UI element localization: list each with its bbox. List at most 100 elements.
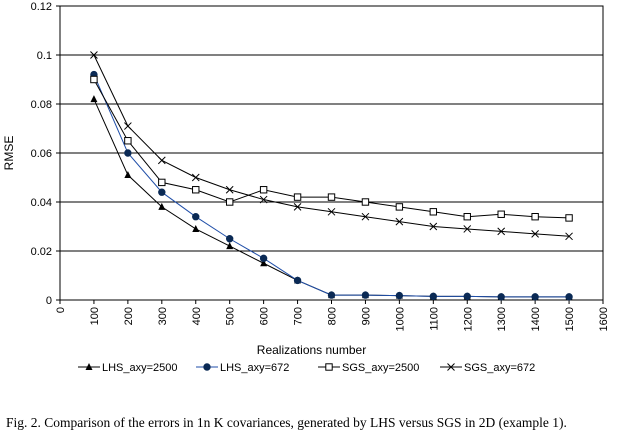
- data-point: [361, 212, 370, 221]
- data-point: [531, 213, 539, 221]
- legend-item: LHS_axy=2500: [78, 362, 178, 374]
- legend-marker: [85, 363, 93, 370]
- x-tick-label: 1200: [462, 307, 474, 331]
- x-axis-ticks: 0 100 200 300 400 500 600 700 800 900 1000 1100 1200…: [55, 300, 610, 331]
- legend-marker: [447, 363, 455, 371]
- gridlines: [60, 5, 603, 301]
- data-point: [259, 254, 268, 263]
- x-marker-stroke: [90, 51, 98, 59]
- x-marker-stroke: [259, 195, 268, 204]
- x-marker-stroke: [429, 222, 438, 231]
- data-point: [463, 213, 471, 221]
- y-tick-label: 0.02: [31, 246, 52, 258]
- y-tick-label: 0.12: [31, 1, 52, 13]
- x-tick-label: 1000: [394, 307, 406, 331]
- data-point: [327, 207, 336, 216]
- y-tick-label: 0.04: [31, 197, 52, 209]
- data-point: [158, 202, 166, 210]
- data-point: [124, 149, 132, 157]
- x-tick-label: 200: [123, 307, 135, 325]
- data-point: [463, 225, 472, 233]
- legend-label: LHS_axy=672: [220, 362, 289, 374]
- data-point: [429, 208, 438, 216]
- x-axis-title: Realizations number: [257, 343, 366, 357]
- x-tick-label: 300: [157, 307, 169, 325]
- data-point: [192, 224, 200, 232]
- data-point: [158, 178, 166, 187]
- data-point: [124, 137, 132, 145]
- data-point: [90, 95, 98, 103]
- data-point: [293, 276, 302, 285]
- data-point: [497, 293, 505, 301]
- series-group: [90, 51, 573, 301]
- x-marker-stroke: [225, 185, 234, 194]
- data-point: [497, 227, 506, 236]
- data-point: [361, 291, 370, 299]
- legend-item: SGS_axy=2500: [318, 362, 419, 374]
- legend-label: LHS_axy=2500: [102, 362, 178, 374]
- x-marker-stroke: [565, 232, 573, 241]
- y-axis-ticks: 0 0.02 0.04 0.06 0.08 0.1 0.12: [31, 1, 60, 307]
- legend-label: SGS_axy=2500: [342, 362, 419, 374]
- x-tick-label: 1500: [564, 307, 576, 331]
- data-point: [157, 156, 166, 165]
- data-point: [259, 195, 268, 204]
- x-marker-stroke: [463, 225, 472, 233]
- x-tick-label: 1100: [428, 307, 440, 331]
- legend: LHS_axy=2500 LHS_axy=672 SGS_axy=2500 SGS_a…: [78, 362, 535, 374]
- x-marker-stroke: [497, 227, 506, 236]
- data-point: [225, 235, 234, 243]
- data-point: [463, 292, 471, 301]
- data-point: [293, 193, 302, 201]
- data-point: [327, 193, 336, 201]
- data-point: [90, 75, 98, 84]
- data-point: [259, 186, 268, 194]
- x-marker-stroke: [124, 122, 132, 130]
- y-tick-label: 0.08: [31, 99, 52, 111]
- data-point: [395, 217, 404, 226]
- y-tick-label: 0: [46, 295, 52, 307]
- x-tick-label: 600: [259, 307, 271, 325]
- data-point: [361, 198, 370, 206]
- x-tick-label: 0: [55, 307, 67, 313]
- legend-item: SGS_axy=672: [440, 362, 535, 374]
- x-marker-stroke: [361, 212, 370, 221]
- data-point: [565, 232, 573, 241]
- data-point: [158, 188, 166, 196]
- x-marker-stroke: [395, 217, 404, 226]
- y-tick-label: 0.06: [31, 148, 52, 160]
- x-tick-label: 400: [191, 307, 203, 325]
- x-marker-stroke: [531, 229, 539, 238]
- figure-caption: Fig. 2. Comparison of the errors in 1n K…: [6, 415, 567, 430]
- x-tick-label: 100: [89, 307, 101, 325]
- data-point: [124, 122, 132, 130]
- data-point: [565, 293, 573, 301]
- x-tick-label: 700: [293, 307, 305, 325]
- data-point: [395, 203, 404, 211]
- data-point: [225, 198, 234, 206]
- x-tick-label: 1300: [496, 307, 508, 331]
- chart: 0 0.02 0.04 0.06 0.08 0.1 0.12 0 100 200 300 400 50…: [2, 1, 610, 374]
- data-point: [225, 185, 234, 194]
- x-marker-stroke: [447, 363, 455, 371]
- data-point: [124, 171, 132, 179]
- data-point: [327, 291, 336, 299]
- y-axis-title: RMSE: [2, 136, 16, 171]
- data-point: [429, 292, 438, 301]
- x-tick-label: 1600: [598, 307, 610, 331]
- data-point: [260, 259, 268, 267]
- x-marker-stroke: [293, 203, 302, 211]
- x-tick-label: 900: [360, 307, 372, 325]
- x-tick-label: 1400: [530, 307, 542, 331]
- legend-marker: [325, 363, 333, 371]
- x-tick-label: 800: [327, 307, 339, 325]
- series-sgs-axy-672: [90, 51, 573, 241]
- legend-item: LHS_axy=672: [196, 362, 289, 374]
- y-tick-label: 0.1: [37, 50, 52, 62]
- data-point: [191, 173, 200, 182]
- data-point: [565, 214, 573, 222]
- data-point: [497, 210, 505, 218]
- x-marker-stroke: [327, 207, 336, 216]
- x-marker-stroke: [157, 156, 166, 165]
- data-point: [429, 222, 438, 231]
